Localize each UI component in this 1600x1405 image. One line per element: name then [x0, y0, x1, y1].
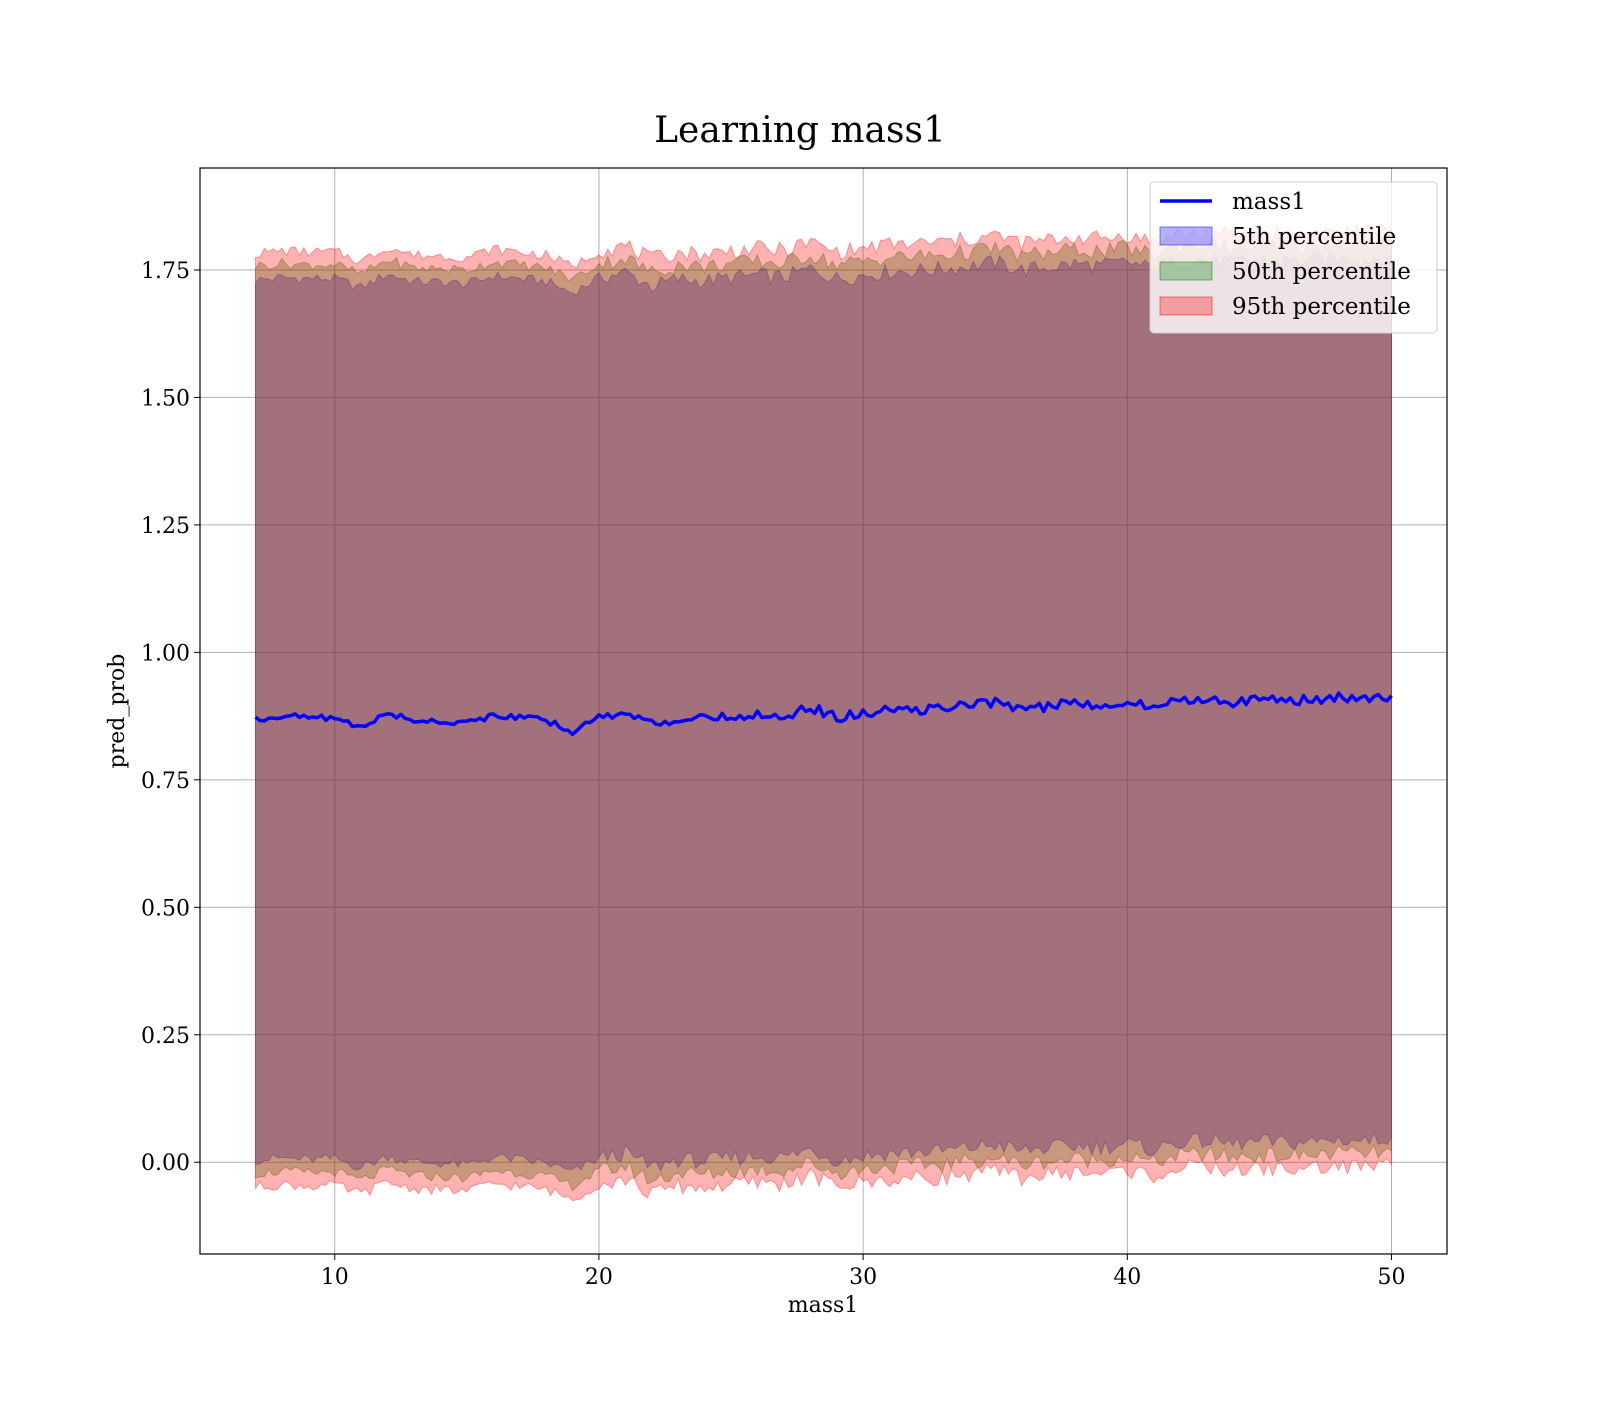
band-5th-percentile — [255, 249, 1392, 1172]
plot-frame — [199, 167, 1448, 1255]
tick-layer: 10 20 30 40 50 0.00 0.25 0.50 0.75 1.00 1.25 1.50 1.… — [141, 259, 1406, 1290]
y-axis-label: pred_prob — [105, 654, 130, 769]
y-tick-label: 1.00 — [141, 641, 190, 666]
y-tick-label: 1.75 — [141, 259, 190, 284]
x-tick-label: 50 — [1378, 1265, 1406, 1290]
x-tick-label: 10 — [321, 1265, 349, 1290]
y-tick-label: 1.25 — [141, 514, 190, 539]
legend-label: 5th percentile — [1232, 224, 1396, 250]
legend-entries: mass1 5th percentile 50th percentile 95th p… — [1159, 189, 1411, 320]
legend-label: 50th percentile — [1232, 259, 1411, 285]
legend-box — [1149, 181, 1438, 334]
y-tick-label: 0.50 — [141, 896, 190, 921]
y-tick-label: 1.50 — [141, 386, 190, 411]
legend-swatch-band — [1159, 226, 1213, 246]
x-tick-label: 30 — [849, 1265, 877, 1290]
line-layer — [254, 691, 1393, 737]
series-line-mass1 — [254, 691, 1393, 737]
legend: mass1 5th percentile 50th percentile 95th p… — [1149, 181, 1438, 334]
x-tick-label: 20 — [585, 1265, 613, 1290]
legend-swatch-band — [1159, 261, 1213, 281]
x-axis-label: mass1 — [788, 1293, 859, 1318]
legend-label: mass1 — [1232, 189, 1306, 215]
y-tick-label: 0.75 — [141, 769, 190, 794]
legend-label: 95th percentile — [1232, 294, 1411, 320]
band-layer — [255, 222, 1392, 1202]
y-tick-label: 0.25 — [141, 1024, 190, 1049]
y-tick-label: 0.00 — [141, 1151, 190, 1176]
x-tick-label: 40 — [1113, 1265, 1141, 1290]
chart-title: Learning mass1 — [654, 110, 946, 151]
legend-swatch-band — [1159, 296, 1213, 316]
